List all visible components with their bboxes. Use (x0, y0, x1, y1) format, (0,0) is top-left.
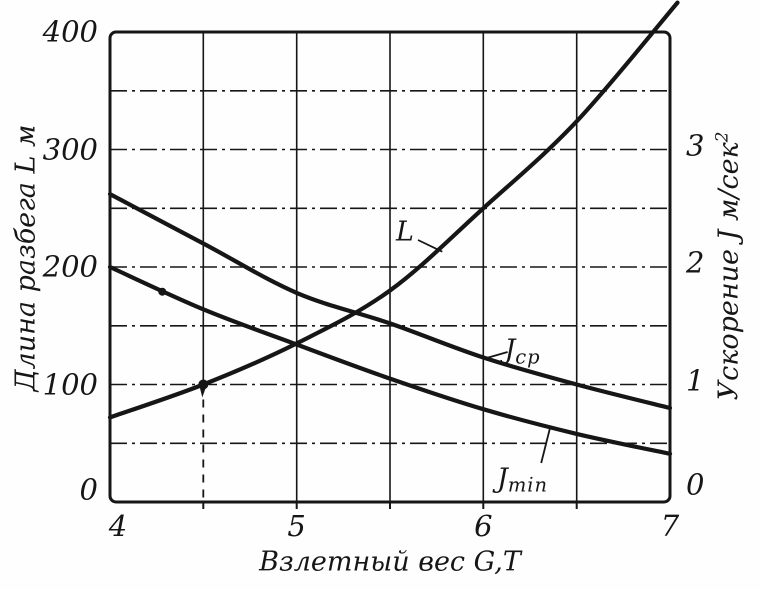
x-tick-label-7: 7 (660, 509, 680, 543)
y-axis-right-title: Ускорение J м/сек2 (711, 131, 745, 401)
curve-label-Jcp: Jср (504, 334, 540, 366)
y-axis-right-title-sup: 2 (711, 131, 732, 143)
y-left-tick-label-200: 200 (42, 249, 98, 284)
curve-label-Jmin: Jmin (497, 463, 548, 494)
marker-jmin-mark (158, 287, 167, 296)
y-axis-left-title: Длина разбега L м (10, 124, 42, 392)
curve-Jmin (107, 264, 673, 456)
x-tick-label-4: 4 (108, 509, 128, 543)
y-right-tick-label-2: 2 (686, 245, 705, 280)
y-right-tick-label-0: 0 (686, 467, 705, 502)
y-left-tick-label-0: 0 (79, 472, 98, 507)
y-left-tick-label-300: 300 (42, 132, 98, 166)
curve-label-L-main: L (395, 216, 414, 248)
leader-L (417, 239, 443, 253)
leader-Jcp (486, 351, 508, 359)
curve-label-Jmin-main: J (497, 463, 508, 494)
y-axis-right-title-text: Ускорение J м/сек (713, 142, 745, 401)
marker-design-point (198, 379, 209, 390)
y-right-tick-label-3: 3 (686, 128, 705, 162)
curve-label-Jcp-main: J (504, 334, 516, 366)
curve-Jcp (107, 192, 673, 411)
leader-Jmin (540, 425, 552, 464)
curve-label-L: L (396, 218, 414, 245)
y-left-tick-label-100: 100 (42, 367, 98, 401)
y-right-tick-label-1: 1 (686, 363, 705, 397)
curve-L (107, 0, 680, 420)
curve-label-Jmin-sub: min (507, 473, 549, 497)
marker-design-point-arrow (199, 387, 206, 398)
x-tick-label-6: 6 (474, 509, 493, 543)
x-tick-label-5: 5 (287, 509, 306, 543)
y-left-tick-label-400: 400 (42, 14, 98, 49)
x-axis-title: Взлетный вес G,Т (259, 546, 521, 578)
curve-label-Jcp-sub: ср (515, 345, 541, 369)
